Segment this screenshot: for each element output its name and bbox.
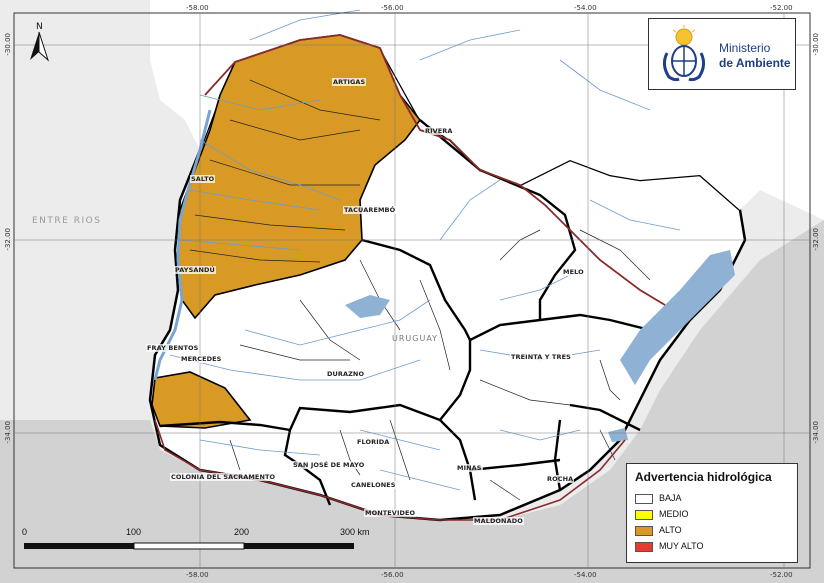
place-label-maldonado: MALDONADO (473, 517, 524, 525)
river-plate-water (0, 220, 824, 583)
lon-bottom-label: -54.00 (574, 571, 597, 579)
lon-bottom-label: -56.00 (381, 571, 404, 579)
lon-top-label: -52.00 (770, 4, 793, 12)
coastal-lagoon (608, 428, 628, 442)
place-label-florida: FLORIDA (356, 438, 391, 446)
legend-item-label: MEDIO (659, 509, 689, 519)
ministry-logo-box: Ministerio de Ambiente (648, 18, 796, 90)
place-label-durazno: DURAZNO (326, 370, 366, 378)
laguna-merin (620, 250, 735, 385)
ministry-name: Ministerio de Ambiente (719, 41, 791, 71)
lon-bottom-label: -52.00 (770, 571, 793, 579)
map-frame (13, 12, 811, 569)
place-label-canelones: CANELONES (350, 481, 397, 489)
lon-bottom-label: -58.00 (186, 571, 209, 579)
place-label-fray-bentos: FRAY BENTOS (146, 344, 200, 352)
legend-title: Advertencia hidrológica (635, 470, 772, 484)
lat-left-label: -34.00 (4, 421, 12, 444)
basin-boundaries (159, 119, 651, 506)
basin-alto-south (151, 371, 252, 429)
lon-top-label: -54.00 (574, 4, 597, 12)
place-label-minas: MINAS (456, 464, 483, 472)
place-label-salto: SALTO (190, 175, 216, 183)
lat-left-label: -30.00 (4, 33, 12, 56)
coat-of-arms-icon (662, 25, 706, 82)
lon-top-label: -56.00 (381, 4, 404, 12)
scale-bar (24, 542, 354, 550)
scale-label-100: 100 (126, 527, 142, 537)
rincon-del-bonete-lake (345, 295, 390, 318)
place-label-colonia: COLONIA DEL SACRAMENTO (170, 473, 277, 481)
place-label-rocha: ROCHA (546, 475, 575, 483)
region-entre-rios-label: ENTRE RIOS (32, 216, 102, 226)
legend-item-label: BAJA (659, 493, 682, 503)
place-label-rivera: RIVERA (424, 127, 454, 135)
scale-label-0: 0 (22, 527, 28, 537)
lat-right-label: -32.00 (812, 228, 820, 251)
lat-right-label: -30.00 (812, 33, 820, 56)
ministry-name-line2: de Ambiente (719, 56, 791, 70)
ministry-name-line1: Ministerio (719, 41, 771, 55)
legend-swatch (635, 494, 653, 504)
international-border (204, 34, 666, 306)
place-label-mercedes: MERCEDES (180, 355, 223, 363)
legend-item-label: ALTO (659, 525, 682, 535)
country-uruguay-label: URUGUAY (392, 334, 439, 343)
place-label-melo: MELO (562, 268, 585, 276)
legend-swatch (635, 542, 653, 552)
scale-label-200: 200 (234, 527, 250, 537)
place-label-tacuarembo: TACUAREMBÓ (343, 206, 397, 214)
scale-label-300: 300 km (340, 527, 370, 537)
lon-top-label: -58.00 (186, 4, 209, 12)
place-label-paysandu: PAYSANDÚ (174, 266, 216, 274)
place-label-montevideo: MONTEVIDEO (364, 509, 417, 517)
lat-right-label: -34.00 (812, 421, 820, 444)
north-label: N (36, 22, 43, 32)
legend-swatch (635, 526, 653, 536)
place-label-artigas: ARTIGAS (332, 78, 367, 86)
legend: Advertencia hidrológica BAJA MEDIO ALTO … (626, 463, 798, 563)
legend-item-label: MUY ALTO (659, 541, 704, 551)
north-arrow-icon: N (30, 22, 50, 62)
legend-swatch (635, 510, 653, 520)
lat-left-label: -32.00 (4, 228, 12, 251)
place-label-treinta-y-tres: TREINTA Y TRES (510, 353, 572, 361)
place-label-san-jose: SAN JOSÉ DE MAYO (292, 461, 366, 469)
